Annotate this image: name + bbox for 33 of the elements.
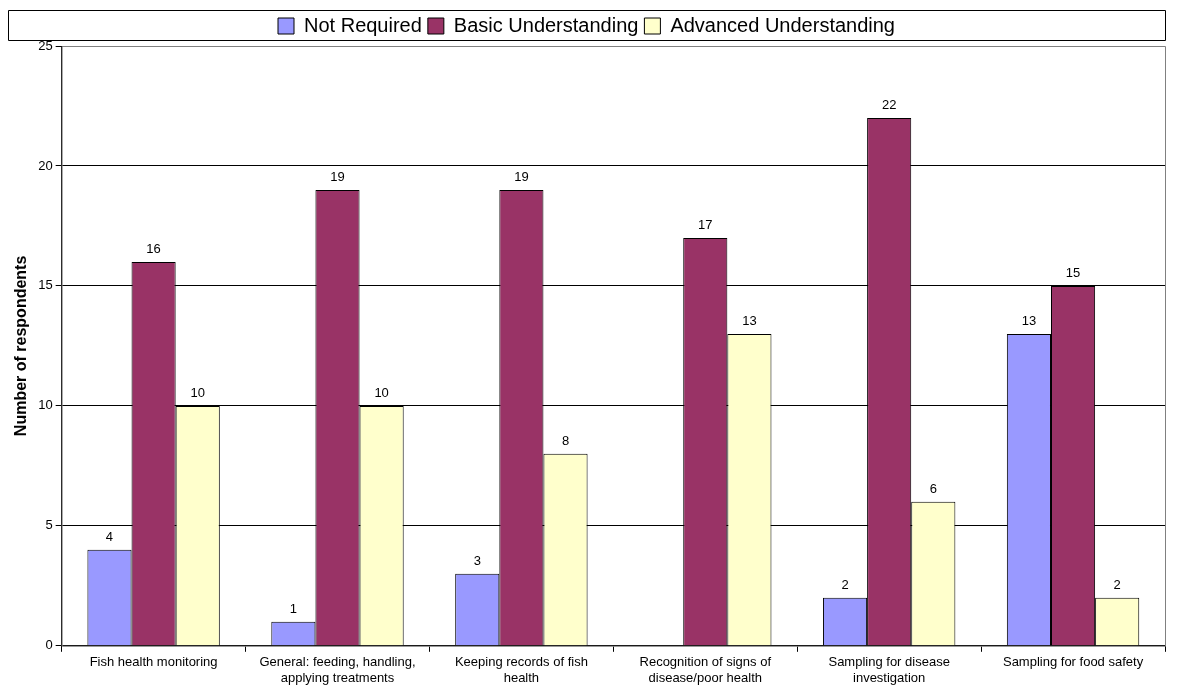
- data-label: 4: [105, 528, 114, 544]
- x-tick-label: Fish health monitoring: [89, 654, 218, 670]
- data-label: 3: [473, 552, 481, 568]
- data-label: 17: [698, 217, 713, 233]
- data-label: 13: [1021, 312, 1037, 328]
- y-axis-title: Number of respondents: [12, 255, 30, 437]
- data-label: 15: [1065, 265, 1081, 280]
- legend-label: Not Required: [304, 13, 422, 36]
- data-label: 1: [289, 600, 297, 616]
- x-tick-label: General: feeding, handling, applying treatments: [259, 654, 416, 685]
- legend-label: Basic Understanding: [453, 13, 639, 36]
- data-label: 10: [190, 384, 205, 400]
- x-tick-label: Keeping records of fish health: [454, 654, 588, 685]
- data-label: 10: [374, 384, 389, 400]
- y-tick-label: 10: [38, 397, 53, 413]
- data-label: 2: [841, 576, 849, 592]
- y-tick-label: 0: [45, 637, 53, 653]
- y-tick-label: 15: [38, 277, 53, 293]
- data-label: 2: [1113, 576, 1121, 592]
- y-tick-label: 20: [38, 157, 53, 173]
- data-label: 6: [929, 480, 937, 496]
- x-tick-label: Sampling for disease investigation: [828, 654, 950, 685]
- data-label: 8: [561, 432, 570, 448]
- y-tick-label: 25: [38, 37, 53, 53]
- legend-label: Advanced Understanding: [670, 13, 896, 36]
- x-tick-label: Recognition of signs of disease/poor health: [639, 654, 772, 685]
- data-label: 19: [330, 169, 345, 185]
- data-label: 19: [514, 169, 529, 185]
- data-label: 22: [881, 97, 897, 113]
- data-label: 16: [146, 241, 161, 257]
- data-label: 13: [742, 312, 757, 328]
- y-tick-label: 5: [45, 517, 53, 533]
- x-tick-label: Sampling for food safety: [1002, 654, 1144, 670]
